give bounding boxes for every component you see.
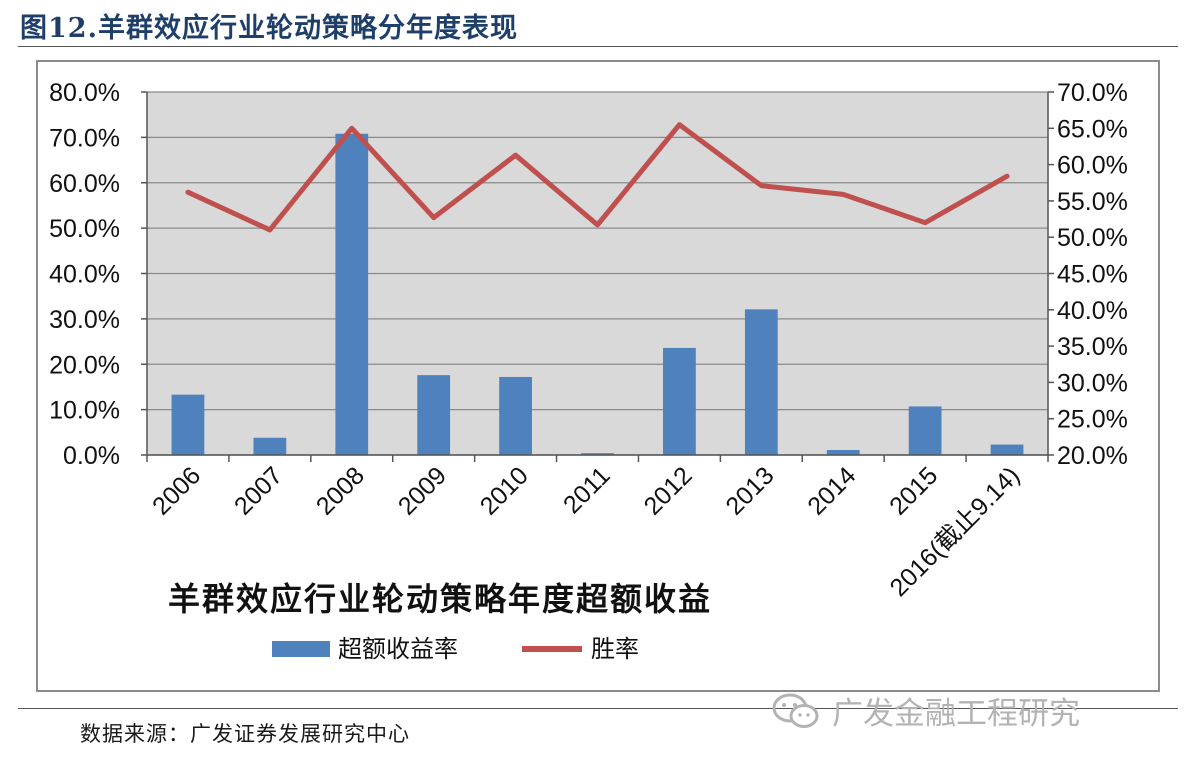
bar	[335, 133, 369, 455]
x-tick-label: 2007	[229, 461, 288, 520]
left-axis-ticks: 0.0% 10.0% 20.0% 30.0% 40.0% 50.0% 60.0% 70.0% 8…	[49, 79, 147, 470]
wechat-icon	[772, 693, 819, 728]
left-tick-label: 10.0%	[49, 397, 120, 425]
bar-series	[171, 133, 1024, 455]
bar	[253, 437, 287, 455]
x-tick-label: 2009	[393, 461, 452, 520]
legend-swatch-bar	[272, 641, 330, 657]
legend: 超额收益率 胜率	[272, 635, 639, 663]
x-tick-label: 2014	[802, 461, 861, 520]
right-axis-ticks: 20.0% 25.0% 30.0% 35.0% 40.0% 45.0% 50.0% 55.0%…	[1048, 79, 1128, 470]
bar	[171, 394, 205, 455]
x-tick-label: 2015	[884, 461, 943, 520]
right-tick-label: 65.0%	[1057, 115, 1128, 143]
x-tick-label: 2013	[720, 461, 779, 520]
line-series	[185, 122, 1010, 233]
right-tick-label: 55.0%	[1057, 188, 1128, 216]
win-rate-line	[185, 122, 1010, 233]
bar	[663, 347, 696, 455]
bar	[826, 450, 860, 455]
left-tick-label: 80.0%	[49, 79, 120, 107]
right-tick-label: 50.0%	[1057, 224, 1128, 252]
left-tick-label: 20.0%	[49, 351, 120, 379]
legend-label-bar: 超额收益率	[338, 635, 458, 663]
right-tick-label: 45.0%	[1057, 261, 1128, 289]
chart-title: 羊群效应行业轮动策略年度超额收益	[168, 580, 712, 618]
left-tick-label: 30.0%	[49, 306, 120, 334]
source-note: 数据来源：广发证券发展研究中心	[80, 722, 410, 746]
bar	[581, 453, 614, 455]
right-tick-label: 25.0%	[1057, 406, 1128, 434]
x-tick-label: 2012	[639, 461, 698, 520]
x-tick-label: 2010	[475, 461, 534, 520]
right-tick-label: 20.0%	[1057, 442, 1128, 470]
legend-label-line: 胜率	[591, 635, 639, 663]
x-tick-label: 2011	[558, 461, 616, 519]
bar	[908, 406, 942, 455]
right-tick-label: 30.0%	[1057, 369, 1128, 397]
figure-title: 图12.羊群效应行业轮动策略分年度表现	[20, 13, 518, 44]
title-rule	[18, 46, 1178, 47]
right-tick-label: 35.0%	[1057, 333, 1128, 361]
bar	[499, 376, 532, 455]
bar	[417, 375, 451, 455]
right-tick-label: 60.0%	[1057, 152, 1128, 180]
right-tick-label: 70.0%	[1057, 79, 1128, 107]
right-tick-label: 40.0%	[1057, 297, 1128, 325]
bar	[744, 309, 778, 455]
watermark-text: 广发金融工程研究	[832, 696, 1080, 732]
x-tick-label: 2006	[147, 461, 206, 520]
left-tick-label: 0.0%	[63, 442, 120, 470]
footer-rule	[18, 708, 1178, 709]
x-tick-label: 2008	[311, 461, 370, 520]
watermark: 广发金融工程研究	[770, 688, 1080, 733]
left-tick-label: 70.0%	[49, 124, 120, 152]
left-tick-label: 60.0%	[49, 170, 120, 198]
left-tick-label: 40.0%	[49, 261, 120, 289]
bar	[990, 444, 1024, 455]
left-tick-label: 50.0%	[49, 215, 120, 243]
